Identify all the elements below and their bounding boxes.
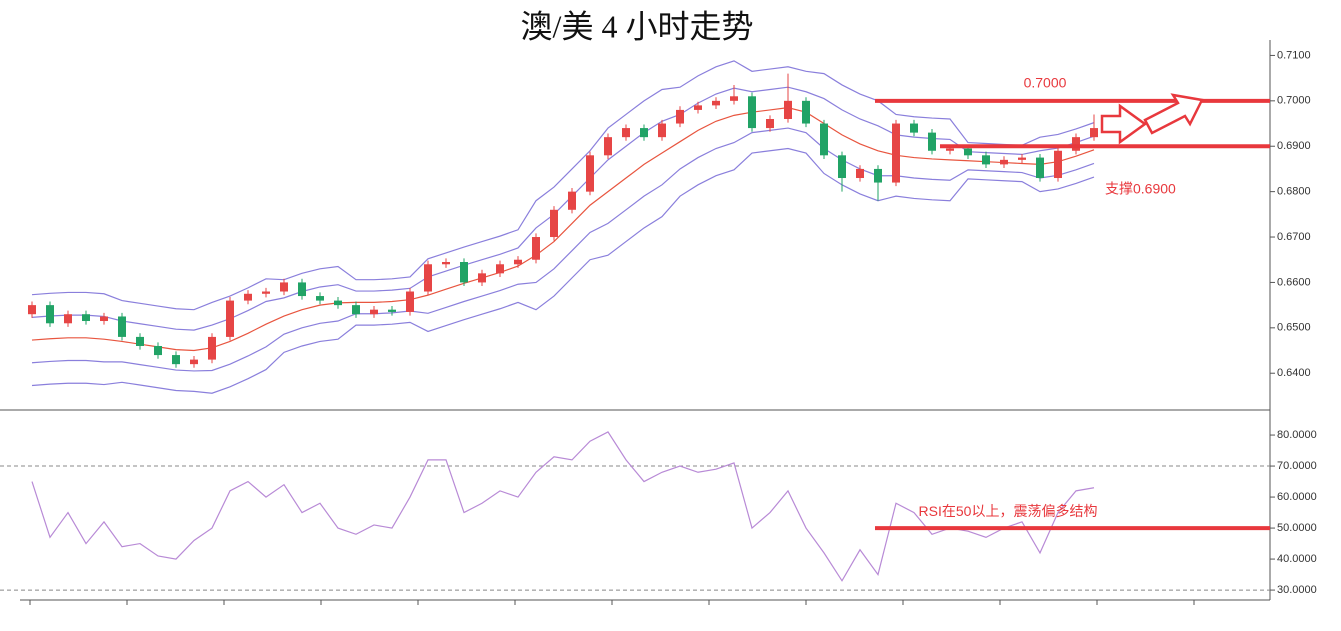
candle-body: [874, 168, 882, 183]
candle-body: [892, 123, 900, 183]
candle-body: [226, 300, 234, 337]
y-tick-label: 0.6400: [1277, 367, 1311, 379]
candle-body: [1090, 128, 1098, 138]
candle-body: [370, 309, 378, 315]
y-tick-label: 0.6800: [1277, 186, 1311, 198]
annotation: 0.7000: [1024, 75, 1067, 91]
candle-body: [604, 137, 612, 156]
candle-body: [136, 336, 144, 346]
candle-body: [568, 191, 576, 210]
annotation: RSI在50以上，震荡偏多结构: [919, 503, 1098, 519]
candle-body: [496, 264, 504, 274]
candle-body: [280, 282, 288, 292]
candle-body: [442, 262, 450, 265]
candle-body: [64, 314, 72, 324]
candle-body: [622, 128, 630, 138]
candle-body: [154, 345, 162, 356]
candle-body: [460, 262, 468, 283]
candle-body: [928, 132, 936, 151]
candle-body: [532, 237, 540, 260]
candle-body: [244, 293, 252, 301]
candle-body: [352, 305, 360, 315]
candle-body: [1018, 157, 1026, 160]
candle-body: [658, 123, 666, 138]
candle-body: [838, 155, 846, 179]
y-tick-label: 0.6500: [1277, 322, 1311, 334]
candle-body: [784, 100, 792, 119]
candle-body: [46, 305, 54, 324]
candle-body: [190, 359, 198, 365]
candle-body: [946, 148, 954, 151]
candle-body: [910, 123, 918, 133]
candle-body: [118, 316, 126, 337]
candle-body: [982, 155, 990, 165]
candle-body: [100, 316, 108, 322]
candle-body: [478, 273, 486, 283]
candle-body: [172, 355, 180, 365]
candle-body: [802, 100, 810, 124]
band-line: [31, 147, 1095, 394]
arrows: [1100, 93, 1204, 145]
y-tick-label: 80.0000: [1277, 429, 1317, 441]
chart-title: 澳/美 4 小时走势: [521, 8, 754, 44]
candle-body: [964, 148, 972, 156]
candle-body: [730, 96, 738, 101]
candle-body: [406, 291, 414, 312]
candle-body: [820, 123, 828, 156]
band-line: [31, 86, 1095, 331]
candle-body: [316, 296, 324, 301]
y-tick-label: 50.0000: [1277, 522, 1317, 534]
candle-body: [586, 155, 594, 192]
candle-body: [748, 96, 756, 129]
rsi-line: [31, 431, 1095, 582]
candle-body: [334, 300, 342, 306]
arrow: [1100, 103, 1148, 145]
candle-body: [424, 264, 432, 292]
candle-body: [712, 100, 720, 106]
y-tick-label: 0.7100: [1277, 49, 1311, 61]
candle-body: [1054, 150, 1062, 179]
annotation: 支撑0.6900: [1105, 181, 1176, 197]
arrow: [1143, 93, 1204, 135]
y-tick-label: 40.0000: [1277, 553, 1317, 565]
candle-body: [82, 314, 90, 322]
candle-body: [28, 305, 36, 315]
y-tick-label: 0.6900: [1277, 140, 1311, 152]
candle-body: [694, 105, 702, 110]
y-tick-label: 0.7000: [1277, 95, 1311, 107]
y-tick-label: 0.6600: [1277, 276, 1311, 288]
candle-body: [388, 309, 396, 312]
candle-body: [1072, 137, 1080, 151]
candle-body: [1000, 159, 1008, 165]
candle-body: [298, 282, 306, 297]
y-tick-label: 0.6700: [1277, 231, 1311, 243]
candle-body: [208, 336, 216, 360]
candle-body: [262, 291, 270, 294]
candle-body: [856, 168, 864, 179]
candle-body: [766, 118, 774, 129]
candle-body: [514, 259, 522, 265]
band-line: [31, 127, 1095, 372]
candle-body: [550, 209, 558, 238]
candle-body: [676, 109, 684, 124]
candle-body: [640, 128, 648, 138]
candle-body: [1036, 157, 1044, 179]
y-tick-label: 60.0000: [1277, 491, 1317, 503]
y-tick-label: 30.0000: [1277, 584, 1317, 596]
y-tick-label: 70.0000: [1277, 460, 1317, 472]
band-line: [31, 60, 1095, 311]
